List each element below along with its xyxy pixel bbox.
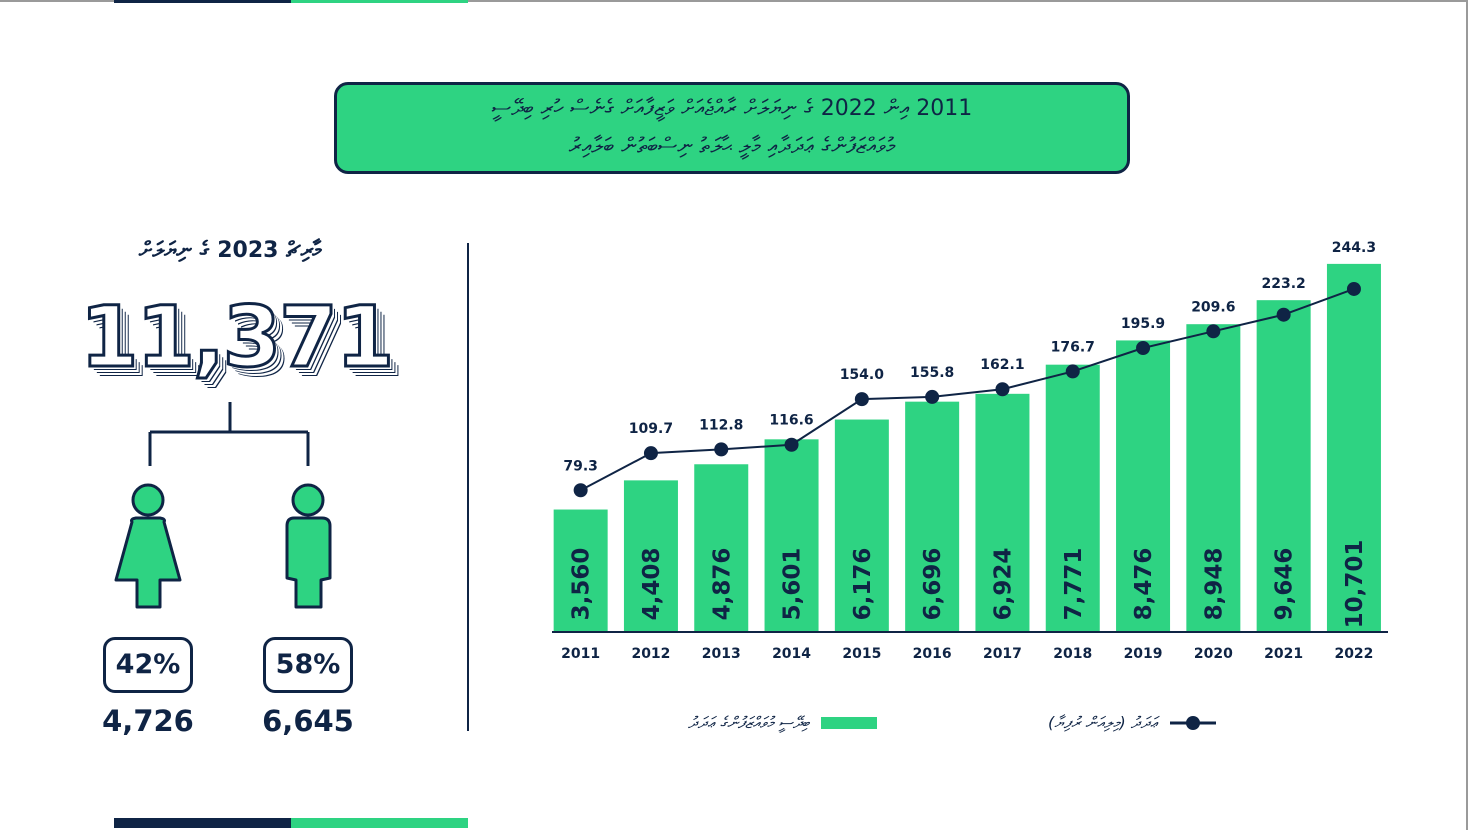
male-icon bbox=[285, 483, 332, 609]
line-value-label-2011: 79.3 bbox=[563, 458, 598, 474]
bar-2012 bbox=[623, 480, 678, 632]
bar-2013 bbox=[694, 464, 749, 632]
right-frame-line bbox=[1466, 0, 1468, 830]
bar-value-label-2013: 4,876 bbox=[709, 548, 735, 621]
bar-value-label-2021: 9,646 bbox=[1272, 548, 1298, 621]
summary-header: މާރިޗް 2023 ގެ ނިޔަލަށް bbox=[138, 238, 322, 263]
female-count: 4,726 bbox=[102, 704, 194, 738]
line-point-2019 bbox=[1136, 341, 1151, 356]
employees-chart: 3,560 2011 4,408 2012 4,876 2013 5,601 2014 6,17… bbox=[552, 240, 1388, 662]
total-employees: 11,371 bbox=[79, 287, 396, 388]
x-tick-2021: 2021 bbox=[1264, 646, 1303, 662]
line-value-label-2017: 162.1 bbox=[980, 357, 1024, 373]
bar-value-label-2012: 4,408 bbox=[639, 548, 665, 621]
bar-value-label-2014: 5,601 bbox=[780, 548, 806, 621]
bar-value-label-2018: 7,771 bbox=[1061, 548, 1087, 621]
line-value-label-2014: 116.6 bbox=[769, 413, 813, 429]
bar-value-label-2019: 8,476 bbox=[1131, 548, 1157, 621]
line-point-2018 bbox=[1065, 364, 1080, 379]
x-tick-2022: 2022 bbox=[1334, 646, 1373, 662]
legend-bar-swatch bbox=[821, 717, 878, 729]
line-point-2021 bbox=[1276, 307, 1291, 322]
line-value-label-2022: 244.3 bbox=[1332, 240, 1376, 256]
title-line-2: މުވައްޒަފުންގެ ޢަދަދާއި މާލީ ޙާލަތު ނިސް… bbox=[568, 134, 896, 159]
line-point-2014 bbox=[784, 437, 799, 452]
line-series-path bbox=[580, 288, 1355, 492]
line-point-2011 bbox=[573, 483, 588, 498]
legend-bar-label: ބިދޭސީ މުވައްޒަފުންގެ ޢަދަދު bbox=[688, 713, 810, 732]
bar-value-label-2022: 10,701 bbox=[1342, 540, 1368, 629]
bar-2015 bbox=[834, 419, 889, 632]
bar-value-label-2015: 6,176 bbox=[850, 548, 876, 621]
x-tick-2016: 2016 bbox=[913, 646, 952, 662]
x-tick-2019: 2019 bbox=[1124, 646, 1163, 662]
top-accent-bar bbox=[114, 0, 468, 3]
bar-2019 bbox=[1116, 340, 1171, 632]
line-point-2012 bbox=[643, 446, 658, 461]
line-point-2022 bbox=[1346, 281, 1361, 296]
bar-2016 bbox=[905, 401, 960, 632]
x-tick-2020: 2020 bbox=[1194, 646, 1233, 662]
line-value-label-2013: 112.8 bbox=[699, 417, 743, 433]
bar-2017 bbox=[975, 393, 1030, 632]
x-tick-2018: 2018 bbox=[1053, 646, 1092, 662]
legend-line-label: ޢަދަދު (މިލިއަން ރުފިޔާ) bbox=[1048, 713, 1158, 732]
line-point-2020 bbox=[1206, 324, 1221, 339]
female-icon bbox=[114, 483, 182, 609]
x-tick-2014: 2014 bbox=[772, 646, 811, 662]
bar-2014 bbox=[764, 439, 819, 632]
section-divider bbox=[467, 243, 469, 731]
x-tick-2017: 2017 bbox=[983, 646, 1022, 662]
bar-2021 bbox=[1256, 300, 1311, 632]
line-point-2013 bbox=[714, 442, 729, 457]
bar-2020 bbox=[1186, 324, 1241, 632]
line-value-label-2016: 155.8 bbox=[910, 365, 954, 381]
x-tick-2013: 2013 bbox=[702, 646, 741, 662]
top-frame-line bbox=[0, 0, 1468, 2]
bar-value-label-2017: 6,924 bbox=[990, 548, 1016, 621]
legend-line-swatch bbox=[1169, 716, 1216, 730]
title-line-1: 2011 އިން 2022 ގެ ނިޔަލަށް ރާއްޖެއަށް ވަ… bbox=[491, 96, 973, 121]
x-tick-2011: 2011 bbox=[561, 646, 600, 662]
legend-bar: ބިދޭސީ މުވައްޒަފުންގެ ޢަދަދު bbox=[688, 708, 878, 738]
line-value-label-2019: 195.9 bbox=[1121, 316, 1165, 332]
bar-2022 bbox=[1326, 263, 1381, 632]
male-percent: 58% bbox=[263, 637, 353, 693]
line-value-label-2015: 154.0 bbox=[840, 367, 885, 383]
title-banner: 2011 އިން 2022 ގެ ނިޔަލަށް ރާއްޖެއަށް ވަ… bbox=[334, 82, 1130, 174]
female-percent: 42% bbox=[103, 637, 193, 693]
bottom-accent-bar bbox=[114, 818, 468, 828]
legend-line: ޢަދަދު (މިލިއަން ރުފިޔާ) bbox=[1048, 708, 1216, 738]
line-point-2017 bbox=[995, 382, 1010, 397]
bar-2018 bbox=[1045, 364, 1100, 632]
x-tick-2012: 2012 bbox=[631, 646, 670, 662]
bar-value-label-2020: 8,948 bbox=[1201, 548, 1227, 621]
line-value-label-2018: 176.7 bbox=[1051, 339, 1095, 355]
bar-2011 bbox=[553, 509, 608, 632]
line-point-2016 bbox=[925, 389, 940, 404]
x-tick-2015: 2015 bbox=[842, 646, 881, 662]
bar-value-label-2011: 3,560 bbox=[569, 548, 595, 621]
line-point-2015 bbox=[854, 392, 869, 407]
gender-tree bbox=[114, 402, 332, 609]
male-count: 6,645 bbox=[262, 704, 354, 738]
line-value-label-2021: 223.2 bbox=[1262, 276, 1306, 292]
line-value-label-2012: 109.7 bbox=[629, 421, 673, 437]
bar-value-label-2016: 6,696 bbox=[920, 548, 946, 621]
line-value-label-2020: 209.6 bbox=[1191, 299, 1235, 315]
